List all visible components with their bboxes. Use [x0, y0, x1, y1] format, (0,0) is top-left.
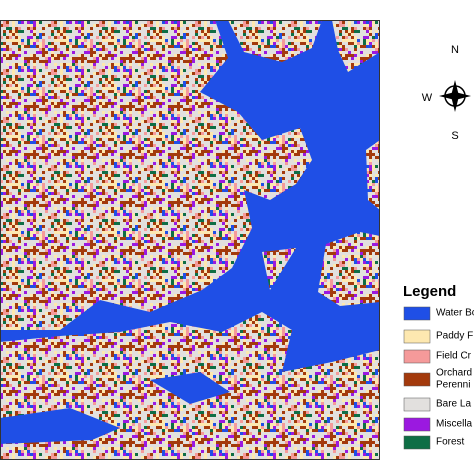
legend-swatch: [403, 372, 431, 387]
island: [318, 232, 380, 306]
legend-swatch: [403, 435, 431, 450]
legend-label: Water Bo: [436, 308, 474, 319]
compass-south: S: [451, 130, 458, 142]
map-area: [0, 20, 380, 460]
channel: [0, 408, 120, 444]
land-mass: [0, 20, 312, 330]
legend-swatch: [403, 329, 431, 344]
compass-north: N: [451, 44, 459, 56]
island: [262, 248, 296, 290]
compass: N W S: [422, 44, 471, 142]
channel: [150, 372, 230, 404]
legend-label: Bare La: [436, 399, 471, 410]
legend-label: Miscella: [436, 419, 473, 430]
island: [366, 140, 380, 210]
legend-swatch: [403, 397, 431, 412]
legend-swatch: [403, 306, 431, 321]
legend: Legend Water Bo Paddy F Field Cr OrchardPer…: [403, 283, 474, 450]
compass-needle: [439, 92, 471, 100]
compass-west: W: [422, 92, 433, 104]
legend-label: Field Cr: [436, 351, 472, 362]
island: [228, 20, 322, 62]
map-frame: [0, 20, 380, 460]
legend-label: Paddy F: [436, 331, 473, 342]
legend-label: Forest: [436, 437, 465, 448]
legend-label: Perenni: [436, 380, 470, 391]
legend-swatch: [403, 349, 431, 364]
legend-label: Orchard: [436, 368, 472, 379]
island: [332, 20, 380, 72]
legend-title: Legend: [403, 283, 456, 300]
legend-swatch: [403, 417, 431, 432]
